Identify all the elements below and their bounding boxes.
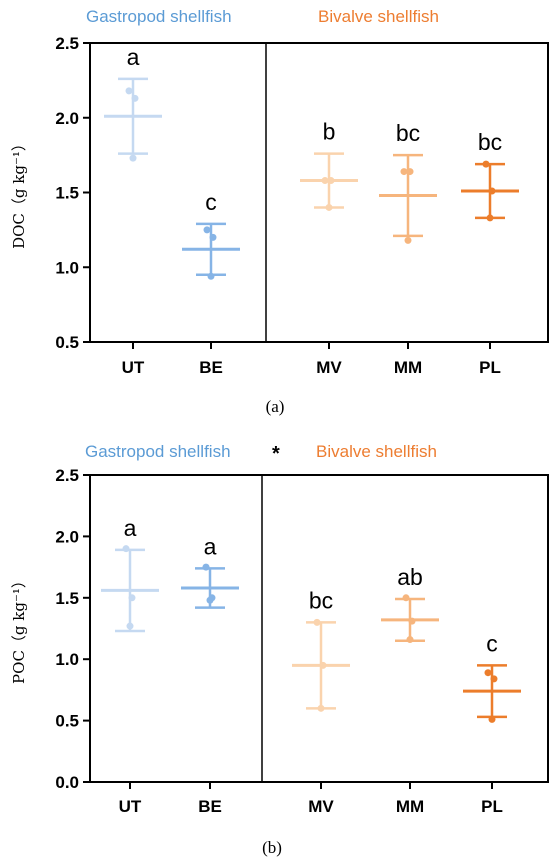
panel-label: (a)	[266, 397, 285, 416]
data-point	[327, 177, 335, 185]
x-tick-label: BE	[199, 358, 223, 377]
data-point	[406, 636, 414, 644]
data-point	[482, 160, 490, 168]
data-point	[488, 715, 496, 723]
panel-label: (b)	[262, 838, 282, 857]
data-point	[202, 563, 210, 571]
data-point	[488, 187, 496, 195]
data-point	[408, 617, 416, 625]
data-point	[206, 596, 214, 604]
data-point	[490, 675, 498, 683]
significance-letter: bc	[478, 129, 502, 155]
data-point	[484, 669, 492, 677]
y-tick-label: 2.0	[55, 109, 79, 128]
data-point	[131, 94, 139, 102]
series-MM: bc	[379, 120, 437, 244]
significance-letter: a	[124, 515, 137, 541]
x-tick-label: MM	[396, 797, 424, 816]
x-tick-label: MM	[394, 358, 422, 377]
significance-marker: *	[272, 443, 280, 465]
data-point	[128, 594, 136, 602]
y-tick-label: 0.0	[55, 773, 79, 792]
significance-letter: ab	[397, 564, 423, 590]
x-tick-label: MV	[308, 797, 334, 816]
data-point	[404, 236, 412, 244]
x-tick-label: UT	[119, 797, 142, 816]
y-tick-label: 1.0	[55, 258, 79, 277]
plot-frame	[89, 474, 549, 783]
data-point	[209, 233, 217, 241]
group-label-gastropod: Gastropod shellfish	[85, 442, 231, 461]
series-MV: bc	[292, 587, 350, 712]
data-point	[406, 168, 414, 176]
x-tick-label: PL	[481, 797, 503, 816]
data-point	[122, 545, 130, 553]
data-point	[402, 594, 410, 602]
y-tick-label: 1.5	[55, 184, 79, 203]
data-point	[313, 618, 321, 626]
group-label-bivalve: Bivalve shellfish	[318, 7, 439, 26]
data-point	[325, 203, 333, 211]
data-point	[129, 154, 137, 162]
y-axis-label: POC（g kg⁻¹）	[10, 573, 28, 684]
series-MV: b	[300, 119, 358, 211]
x-tick-label: PL	[479, 358, 501, 377]
series-UT: a	[101, 515, 159, 633]
y-tick-label: 2.0	[55, 527, 79, 546]
significance-letter: b	[323, 119, 336, 145]
data-point	[317, 704, 325, 712]
significance-letter: c	[486, 630, 498, 656]
y-tick-label: 0.5	[55, 333, 79, 352]
series-BE: c	[182, 189, 240, 280]
significance-letter: a	[127, 44, 140, 70]
x-tick-label: UT	[122, 358, 145, 377]
y-tick-label: 2.5	[55, 466, 79, 485]
x-tick-label: MV	[316, 358, 342, 377]
data-point	[126, 622, 134, 630]
significance-letter: c	[205, 189, 217, 215]
series-BE: a	[181, 533, 239, 609]
y-tick-label: 1.5	[55, 589, 79, 608]
significance-letter: a	[204, 533, 217, 559]
chart-panel-b: 0.0 0.5 1.0 1.5 2.0 2.5 POC（g kg⁻¹） UT BE MV MM PL G…	[10, 442, 549, 857]
y-tick-label: 2.5	[55, 34, 79, 53]
group-label-bivalve: Bivalve shellfish	[316, 442, 437, 461]
x-tick-label: BE	[198, 797, 222, 816]
data-point	[321, 177, 329, 185]
y-tick-label: 1.0	[55, 650, 79, 669]
series-PL: c	[463, 630, 521, 723]
significance-letter: bc	[396, 120, 420, 146]
data-point	[486, 214, 494, 222]
data-point	[319, 661, 327, 669]
series-UT: a	[104, 44, 162, 162]
data-point	[207, 272, 215, 280]
y-tick-label: 0.5	[55, 712, 79, 731]
data-point	[125, 87, 133, 95]
group-label-gastropod: Gastropod shellfish	[86, 7, 232, 26]
y-axis-label: DOC（g kg⁻¹）	[10, 136, 28, 249]
series-MM: ab	[381, 564, 439, 644]
data-point	[203, 226, 211, 234]
data-point	[400, 168, 408, 176]
series-PL: bc	[461, 129, 519, 222]
chart-panel-a: 0.5 1.0 1.5 2.0 2.5 DOC（g kg⁻¹） UT BE MV MM PL Gast…	[10, 7, 549, 416]
significance-letter: bc	[309, 587, 333, 613]
